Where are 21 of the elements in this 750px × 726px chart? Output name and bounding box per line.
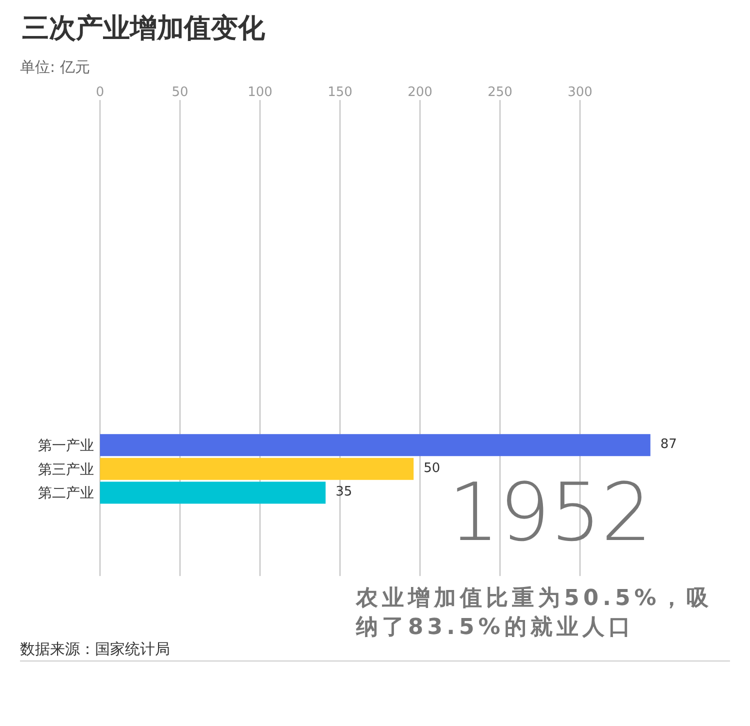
y-tick-label: 第二产业 <box>38 486 94 502</box>
source-note: 数据来源：国家统计局 <box>20 640 170 659</box>
bar <box>100 458 414 480</box>
chart-subtitle: 单位: 亿元 <box>20 58 90 77</box>
y-tick-label: 第三产业 <box>38 462 94 478</box>
bar <box>100 434 650 456</box>
x-tick-label: 150 <box>328 85 352 100</box>
annotation: 35 <box>336 484 352 500</box>
x-tick-label: 50 <box>172 85 188 100</box>
x-tick-label: 250 <box>488 85 512 100</box>
annotation: 1952 <box>448 466 652 559</box>
x-tick-label: 100 <box>248 85 272 100</box>
y-tick-label: 第一产业 <box>38 438 94 454</box>
x-tick-label: 300 <box>568 85 592 100</box>
annotation: 87 <box>660 437 677 452</box>
text: 农业增加值比重为50.5%，吸纳了83.5%的就业人口 <box>356 585 714 642</box>
x-tick-label: 200 <box>408 85 432 100</box>
annotation: 50 <box>424 460 440 476</box>
bar <box>100 482 326 504</box>
x-tick-label: 0 <box>96 85 104 100</box>
chart-title: 三次产业增加值变化 <box>22 12 265 46</box>
